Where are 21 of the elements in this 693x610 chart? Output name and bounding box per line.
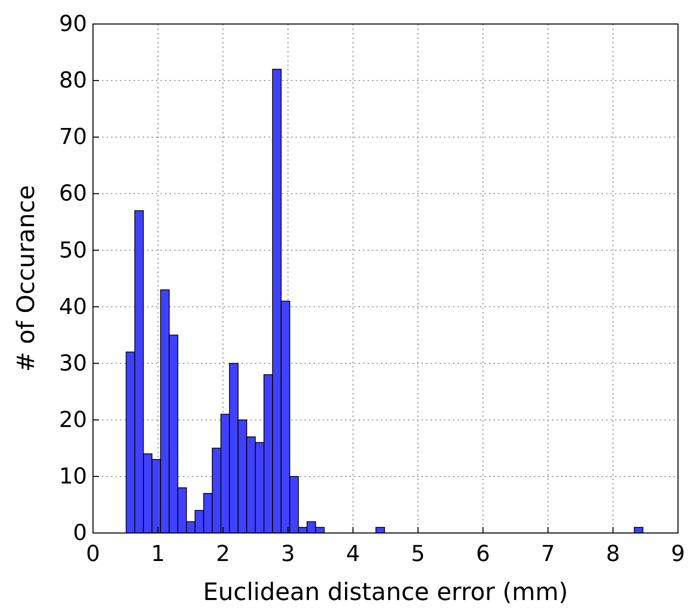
y-tick-label: 20 bbox=[59, 408, 87, 433]
y-tick-label: 60 bbox=[59, 182, 87, 207]
y-axis-title: # of Occurance bbox=[12, 185, 40, 372]
y-tick-label: 90 bbox=[59, 12, 87, 38]
y-tick-label: 40 bbox=[59, 294, 87, 320]
x-tick-label: 1 bbox=[151, 542, 165, 567]
y-tick-label: 0 bbox=[73, 521, 87, 546]
x-tick-label: 5 bbox=[411, 542, 425, 567]
y-tick-label: 70 bbox=[59, 125, 87, 150]
x-tick-label: 7 bbox=[541, 542, 555, 567]
y-tick-label: 10 bbox=[59, 464, 87, 490]
x-tick-label: 3 bbox=[281, 542, 295, 567]
x-tick-label: 8 bbox=[606, 542, 620, 567]
y-tick-label: 30 bbox=[59, 351, 87, 376]
x-tick-label: 9 bbox=[671, 542, 685, 567]
x-axis-title: Euclidean distance error (mm) bbox=[203, 578, 568, 606]
x-tick-label: 4 bbox=[346, 542, 360, 567]
y-tick-label: 80 bbox=[59, 68, 87, 94]
y-tick-label: 50 bbox=[59, 238, 87, 264]
x-tick-label: 2 bbox=[216, 542, 230, 567]
x-tick-label: 6 bbox=[476, 542, 490, 567]
